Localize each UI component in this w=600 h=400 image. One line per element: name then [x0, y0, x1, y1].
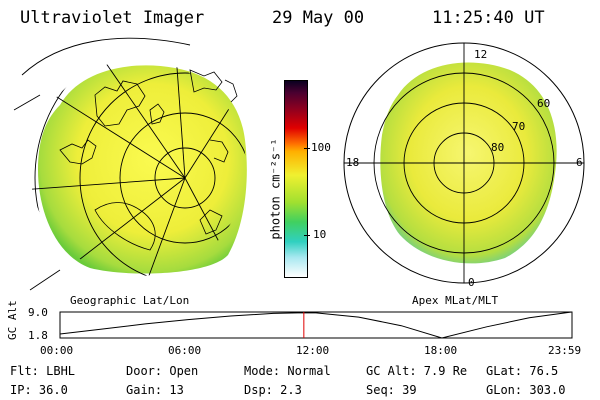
info-key: Gain: — [126, 383, 170, 397]
altitude-ymax: 9.0 — [28, 306, 48, 319]
info-key: Dsp: — [244, 383, 281, 397]
left-panel-caption: Geographic Lat/Lon — [70, 294, 190, 307]
info-field-gain: Gain: 13 — [126, 383, 184, 397]
colorbar-tick-10: 10 — [313, 228, 327, 241]
info-value: 303.0 — [529, 383, 566, 397]
instrument-title: Ultraviolet Imager — [20, 8, 205, 28]
colorbar — [284, 80, 308, 278]
info-field-door: Door: Open — [126, 364, 198, 378]
info-field-glon: GLon: 303.0 — [486, 383, 565, 397]
info-field-mode: Mode: Normal — [244, 364, 331, 378]
info-field-gcalt: GC Alt: 7.9 Re — [366, 364, 467, 378]
mlt-label-6: 6 — [576, 156, 583, 169]
info-key: GC Alt: — [366, 364, 424, 378]
info-field-seq: Seq: 39 — [366, 383, 417, 397]
mlat-label-70: 70 — [512, 120, 526, 133]
info-field-flt: Flt: LBHL — [10, 364, 75, 378]
aurora-emission-right — [380, 62, 557, 264]
altitude-plot-frame — [59, 311, 573, 339]
xtick-2359: 23:59 — [548, 344, 582, 357]
mlt-label-0: 0 — [468, 276, 475, 289]
info-field-ip: IP: 36.0 — [10, 383, 68, 397]
xtick-0000: 00:00 — [40, 344, 74, 357]
info-value: 7.9 Re — [423, 364, 468, 378]
info-value: 36.0 — [38, 383, 68, 397]
info-key: Door: — [126, 364, 170, 378]
info-value: 39 — [402, 383, 417, 397]
mlat-label-60: 60 — [537, 97, 551, 110]
info-value: Open — [169, 364, 199, 378]
xtick-0600: 06:00 — [168, 344, 202, 357]
time-label: 11:25:40 UT — [432, 8, 545, 28]
colorbar-tick-mark — [304, 235, 310, 236]
info-key: GLat: — [486, 364, 530, 378]
altitude-ymin: 1.8 — [28, 329, 48, 342]
info-key: IP: — [10, 383, 39, 397]
info-key: Flt: — [10, 364, 47, 378]
colorbar-tick-mark — [304, 148, 310, 149]
info-field-glat: GLat: 76.5 — [486, 364, 558, 378]
date-label: 29 May 00 — [272, 8, 365, 28]
xtick-1800: 18:00 — [424, 344, 458, 357]
colorbar-tick-100: 100 — [311, 141, 331, 154]
aurora-emission-left — [38, 65, 247, 274]
altitude-series-line — [59, 311, 572, 339]
info-key: Seq: — [366, 383, 403, 397]
right-panel-caption: Apex MLat/MLT — [412, 294, 499, 307]
info-value: Normal — [287, 364, 331, 378]
mlt-label-18: 18 — [346, 156, 360, 169]
info-key: Mode: — [244, 364, 288, 378]
mlt-label-12: 12 — [474, 48, 488, 61]
info-value: 13 — [169, 383, 184, 397]
info-key: GLon: — [486, 383, 530, 397]
info-value: 2.3 — [280, 383, 302, 397]
info-field-dsp: Dsp: 2.3 — [244, 383, 302, 397]
info-value: LBHL — [46, 364, 76, 378]
mlat-label-80: 80 — [491, 141, 505, 154]
colorbar-label: photon cm⁻²s⁻¹ — [268, 138, 283, 240]
info-value: 76.5 — [529, 364, 559, 378]
xtick-1200: 12:00 — [296, 344, 330, 357]
altitude-ylabel: GC Alt — [6, 300, 19, 340]
